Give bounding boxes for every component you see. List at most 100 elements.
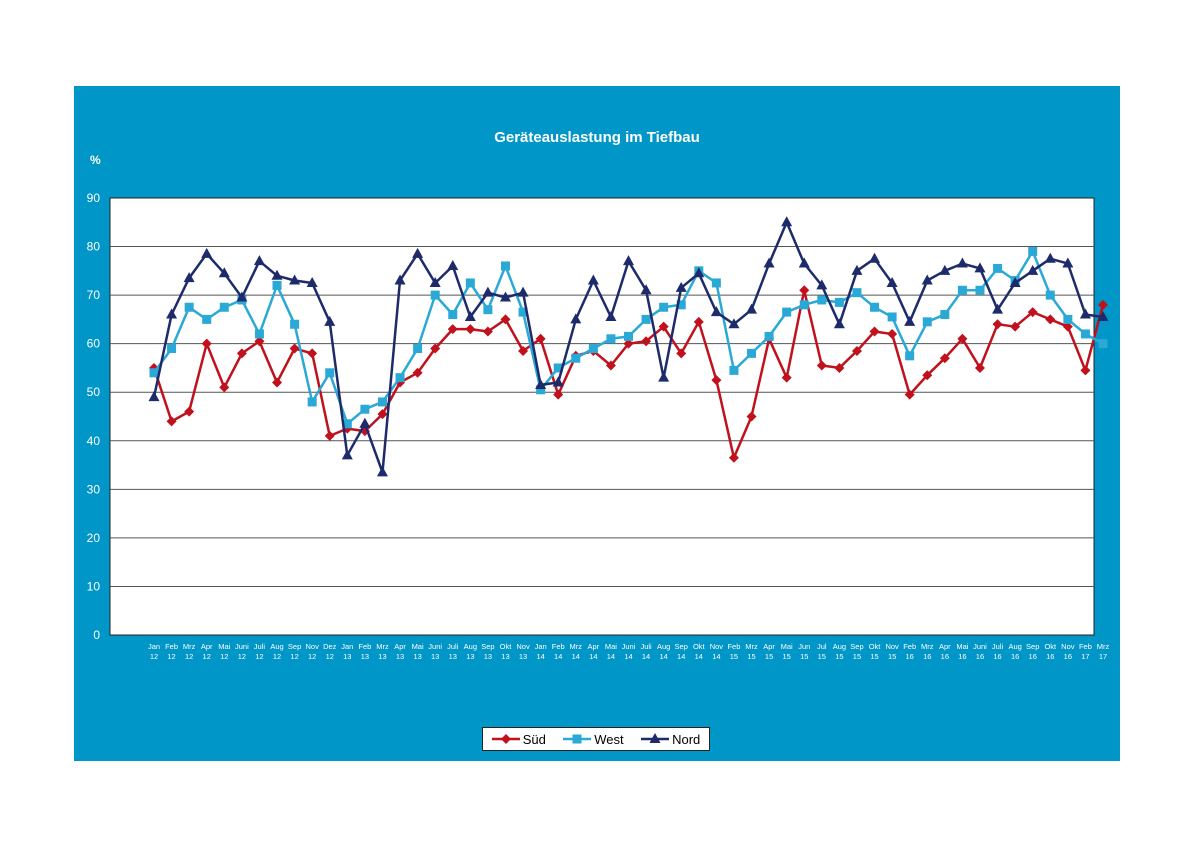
x-tick-label: 15 xyxy=(888,652,896,661)
x-tick-label: Aug xyxy=(270,642,283,651)
x-tick-label: 15 xyxy=(870,652,878,661)
series-2-point xyxy=(833,318,845,329)
series-0-point xyxy=(939,353,950,364)
series-2-point xyxy=(341,449,353,460)
series-0-point xyxy=(641,336,652,347)
x-tick-label: 16 xyxy=(1029,652,1037,661)
x-tick-label: Mai xyxy=(605,642,617,651)
series-2-point xyxy=(289,274,301,285)
x-tick-label: Mrz xyxy=(745,642,758,651)
x-tick-label: Apr xyxy=(939,642,951,651)
x-tick-label: Aug xyxy=(1008,642,1021,651)
series-2-point xyxy=(640,284,652,295)
x-tick-label: Feb xyxy=(358,642,371,651)
x-tick-label: Jan xyxy=(341,642,353,651)
x-tick-label: Juni xyxy=(973,642,987,651)
x-tick-label: 16 xyxy=(941,652,949,661)
series-2-point xyxy=(464,310,476,321)
series-1-point xyxy=(395,373,405,383)
series-2-point xyxy=(658,371,670,382)
series-2-point xyxy=(904,315,916,326)
series-2-point xyxy=(447,259,459,270)
series-2-point xyxy=(201,247,213,258)
series-1-point xyxy=(747,348,757,358)
series-1-point xyxy=(729,365,739,375)
series-1-point xyxy=(588,344,598,354)
x-tick-label: 14 xyxy=(536,652,544,661)
x-tick-label: 13 xyxy=(466,652,474,661)
y-tick-label: 60 xyxy=(87,337,101,351)
legend-swatch xyxy=(641,733,670,743)
series-2-point xyxy=(183,272,195,283)
x-tick-label: 14 xyxy=(677,652,685,661)
series-2-point xyxy=(746,303,758,314)
x-tick-label: Jan xyxy=(535,642,547,651)
legend-swatch-marker xyxy=(649,733,661,743)
series-0-point xyxy=(1098,299,1108,310)
legend-label: Nord xyxy=(672,731,701,747)
x-tick-label: Nov xyxy=(516,642,530,651)
x-tick-label: Apr xyxy=(201,642,213,651)
series-1-point xyxy=(1063,314,1073,324)
x-tick-label: 12 xyxy=(185,652,193,661)
x-tick-label: Nov xyxy=(305,642,319,651)
series-2-point xyxy=(166,308,178,319)
series-2-point xyxy=(271,269,283,280)
x-tick-label: 15 xyxy=(853,652,861,661)
x-tick-label: Mrz xyxy=(921,642,934,651)
x-tick-label: 12 xyxy=(203,652,211,661)
series-2-point xyxy=(499,291,511,302)
legend-item: West xyxy=(563,732,624,747)
x-tick-label: Feb xyxy=(727,642,740,651)
series-1-point xyxy=(342,419,352,429)
x-tick-label: Juni xyxy=(622,642,636,651)
x-tick-label: 12 xyxy=(238,652,246,661)
series-2-point xyxy=(851,264,863,275)
series-1-point xyxy=(1045,290,1055,300)
series-0-point xyxy=(658,321,669,332)
series-1-point xyxy=(624,331,633,341)
series-1-point xyxy=(377,397,387,407)
x-tick-label: 14 xyxy=(572,652,580,661)
series-1-point xyxy=(905,351,915,361)
x-tick-label: 14 xyxy=(695,652,703,661)
series-2-point xyxy=(1079,308,1091,319)
x-tick-label: 13 xyxy=(484,652,492,661)
x-tick-label: Apr xyxy=(763,642,775,651)
x-tick-label: Sep xyxy=(1026,642,1039,651)
x-tick-label: 13 xyxy=(413,652,421,661)
series-2-point xyxy=(693,267,705,278)
series-1-point xyxy=(430,290,440,300)
series-1-point xyxy=(887,312,897,322)
series-1-point xyxy=(834,297,844,307)
x-tick-label: Mai xyxy=(956,642,968,651)
x-tick-label: Mrz xyxy=(376,642,389,651)
series-0-point xyxy=(781,372,792,383)
series-1-point xyxy=(219,302,229,312)
x-tick-label: Mrz xyxy=(1097,642,1110,651)
plot-area xyxy=(109,197,1095,636)
x-tick-label: Aug xyxy=(833,642,846,651)
series-0-point xyxy=(219,382,230,393)
x-tick-label: Mai xyxy=(218,642,230,651)
series-1-point xyxy=(325,368,335,378)
x-tick-label: Sep xyxy=(850,642,863,651)
series-2-point xyxy=(306,276,318,287)
series-1-point xyxy=(676,300,686,310)
x-tick-label: 15 xyxy=(765,652,773,661)
series-2-point xyxy=(886,276,898,287)
x-tick-label: 17 xyxy=(1081,652,1089,661)
series-1-point xyxy=(518,307,528,317)
series-2-point xyxy=(1009,276,1021,287)
x-tick-label: Okt xyxy=(693,642,706,651)
series-0-point xyxy=(307,348,318,359)
series-1-point xyxy=(465,278,475,288)
y-tick-label: 80 xyxy=(87,240,101,254)
series-1-point xyxy=(272,280,282,290)
x-tick-label: 13 xyxy=(519,652,527,661)
x-tick-label: 12 xyxy=(150,652,158,661)
series-1-point xyxy=(764,331,774,341)
x-tick-label: Jun xyxy=(798,642,810,651)
x-tick-label: 12 xyxy=(308,652,316,661)
series-2-point xyxy=(1044,252,1056,263)
